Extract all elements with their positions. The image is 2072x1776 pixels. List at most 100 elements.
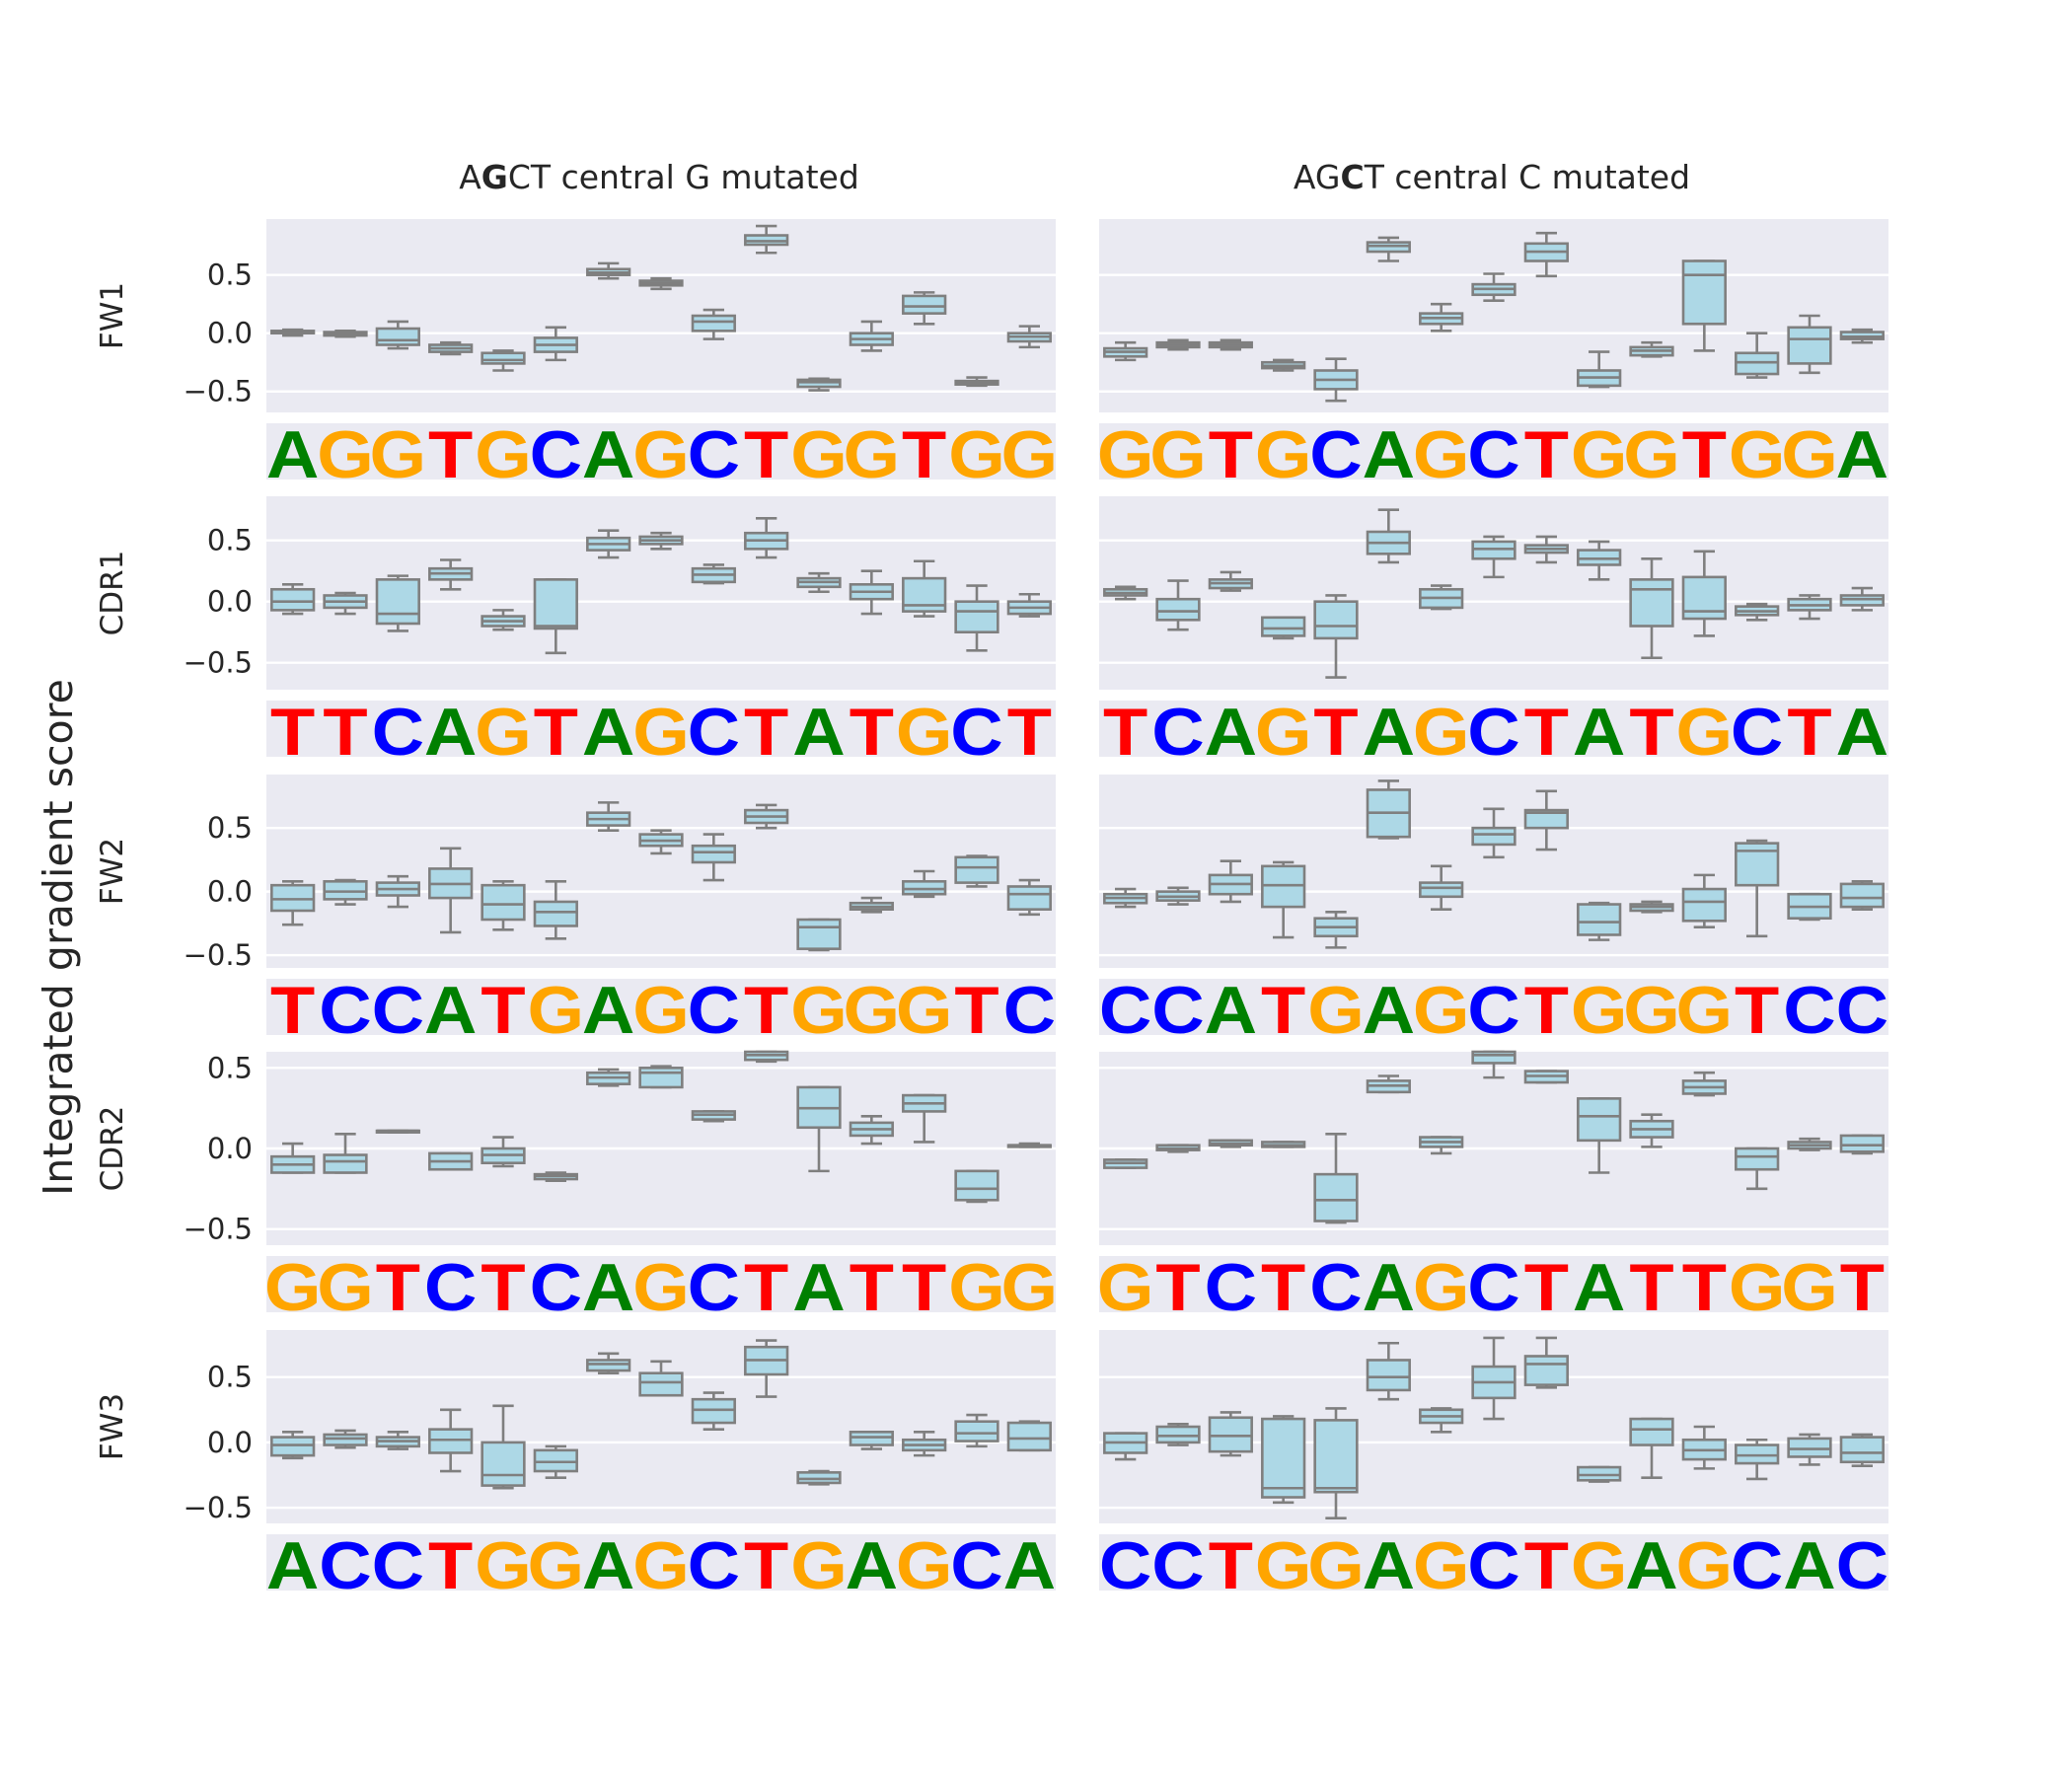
box-7: [1419, 302, 1464, 333]
box-iqr: [1313, 1172, 1359, 1222]
logo-letter: G: [1413, 1529, 1470, 1603]
logo-letter: G: [1676, 974, 1734, 1048]
logo-letter: G: [1255, 418, 1312, 492]
logo-letter: G: [948, 418, 1005, 492]
box-7: [586, 261, 631, 280]
box-iqr: [1839, 1436, 1885, 1464]
box-8: [1471, 272, 1517, 302]
logo-letter: G: [475, 418, 532, 492]
box-1: [1103, 1158, 1148, 1169]
logo-letter: G: [1413, 1251, 1470, 1325]
box-10: [744, 1050, 789, 1064]
box-2: [323, 1429, 368, 1449]
logo-letter: C: [1151, 696, 1204, 770]
box-15: [1006, 1420, 1052, 1452]
y-tick-label: −0.5: [184, 646, 253, 680]
box-iqr: [323, 1153, 368, 1174]
box-12: [1681, 1425, 1727, 1470]
box-10: [744, 224, 789, 255]
logo-strip: [1099, 422, 1888, 480]
logo-letter: T: [1209, 418, 1253, 492]
logo-letter: G: [475, 1529, 532, 1603]
box-3: [1208, 338, 1253, 351]
logo-letter: T: [1524, 974, 1569, 1048]
logo-letter: C: [1467, 1251, 1519, 1325]
box-iqr: [270, 587, 316, 612]
logo-letter: G: [1676, 696, 1734, 770]
logo-letter: A: [582, 974, 634, 1048]
box-iqr: [270, 1436, 316, 1457]
box-3: [1208, 1139, 1253, 1148]
logo-letter: A: [846, 1529, 898, 1603]
y-tick-label: 0.5: [207, 1051, 253, 1084]
panel-cdr1-c-mutated: T C AG T AGC T A T GC T A: [1099, 496, 1888, 770]
logo-letter: G: [1097, 1251, 1154, 1325]
box-8: [638, 276, 684, 291]
plot-area: [266, 219, 1056, 412]
logo-letter: T: [744, 1251, 788, 1325]
y-tick-label: 0.5: [207, 1361, 253, 1394]
row-label-cdr2: CDR2: [95, 1106, 130, 1192]
logo-letter: A: [1625, 1529, 1677, 1603]
box-iqr: [1839, 1134, 1885, 1153]
box-2: [323, 878, 368, 906]
box-iqr: [1787, 1437, 1832, 1458]
box-iqr: [1787, 326, 1832, 365]
logo-letter: C: [1003, 974, 1056, 1048]
logo-letter: C: [1731, 696, 1783, 770]
box-10: [1577, 1465, 1622, 1483]
box-1: [270, 1430, 316, 1460]
logo-letter: C: [1099, 1529, 1151, 1603]
box-iqr: [954, 1420, 999, 1443]
logo-letter: A: [1836, 696, 1888, 770]
logo-letter: C: [1836, 974, 1888, 1048]
box-5: [481, 609, 526, 631]
logo-letter: A: [582, 1251, 634, 1325]
column-title-c-mutated: AGCT central C mutated: [1294, 158, 1690, 196]
logo-letter: A: [266, 418, 319, 492]
logo-letter: T: [1682, 1251, 1727, 1325]
box-12: [1681, 1071, 1727, 1097]
logo-letter: G: [632, 696, 690, 770]
logo-letter: G: [632, 418, 690, 492]
box-9: [691, 1391, 736, 1431]
logo-letter: T: [1261, 1251, 1305, 1325]
box-8: [638, 1065, 684, 1089]
box-10: [744, 1339, 789, 1398]
logo-strip: [266, 700, 1056, 757]
box-7: [1419, 864, 1464, 911]
box-4: [1261, 616, 1306, 640]
box-iqr: [902, 294, 947, 315]
logo-letter: G: [790, 418, 848, 492]
box-3: [1208, 859, 1253, 904]
logo-letter: G: [1413, 974, 1470, 1048]
logo-letter: C: [688, 696, 740, 770]
logo-letter: T: [1313, 696, 1358, 770]
logo-letter: C: [1309, 1251, 1362, 1325]
logo-strip: [266, 978, 1056, 1035]
box-13: [902, 869, 947, 899]
box-15: [1839, 328, 1885, 344]
box-iqr: [1523, 808, 1569, 830]
logo-letter: T: [270, 696, 315, 770]
box-iqr: [533, 900, 578, 927]
box-1: [1103, 887, 1148, 909]
box-iqr: [1006, 1421, 1052, 1452]
logo-letter: T: [428, 1529, 473, 1603]
logo-letter: G: [528, 1529, 585, 1603]
logo-letter: T: [1629, 696, 1673, 770]
box-9: [691, 833, 736, 882]
y-tick-label: −0.5: [184, 1491, 253, 1524]
logo-letter: G: [1255, 696, 1312, 770]
logo-letter: C: [1467, 1529, 1519, 1603]
logo-letter: T: [1840, 1251, 1885, 1325]
logo-letter: A: [1783, 1529, 1835, 1603]
box-iqr: [796, 1471, 842, 1485]
column-title-g-mutated: AGCT central G mutated: [459, 158, 859, 196]
logo-letter: G: [317, 418, 374, 492]
box-iqr: [1471, 1050, 1517, 1065]
box-6: [1366, 1341, 1411, 1401]
box-12: [849, 569, 894, 616]
box-9: [691, 1110, 736, 1123]
